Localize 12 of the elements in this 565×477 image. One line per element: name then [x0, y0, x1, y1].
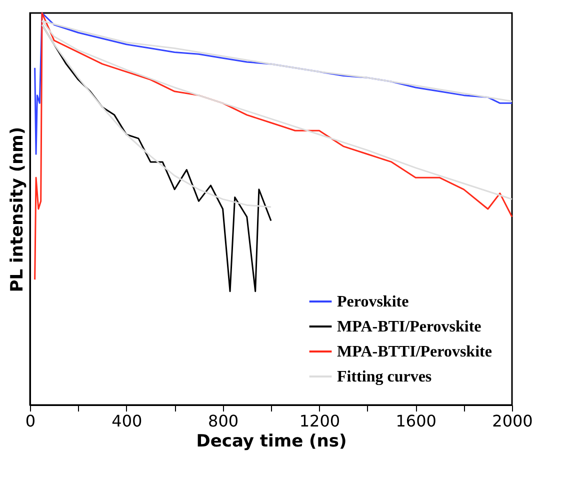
x-tick-label: 2000: [492, 412, 533, 430]
legend-label: Perovskite: [337, 294, 409, 310]
x-tick-label: 1200: [299, 412, 340, 430]
legend-label: MPA-BTI/Perovskite: [337, 318, 482, 336]
x-tick-label: 0: [25, 412, 36, 430]
x-axis-title: Decay time (ns): [196, 432, 347, 452]
x-tick-label: 800: [208, 412, 239, 430]
y-axis-title: PL intensity (nm): [8, 126, 28, 292]
x-tick-label: 1600: [396, 412, 436, 430]
legend-label: MPA-BTTI/Perovskite: [337, 344, 492, 360]
x-tick-label: 400: [112, 412, 142, 430]
legend-label: Fitting curves: [337, 368, 432, 386]
